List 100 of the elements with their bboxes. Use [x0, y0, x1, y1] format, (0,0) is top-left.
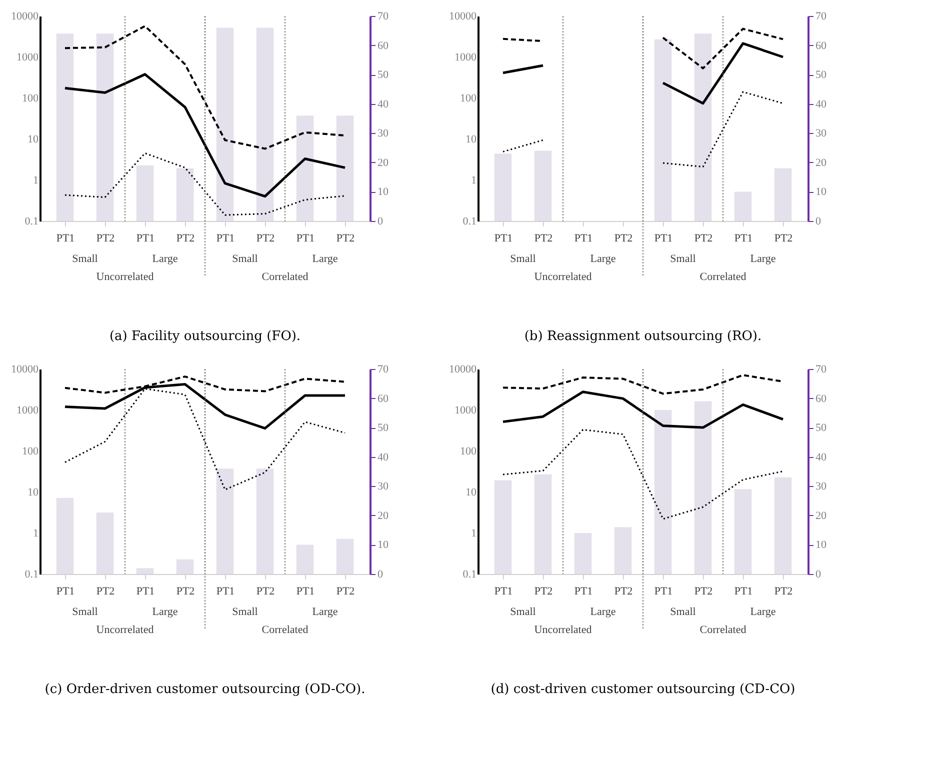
y-tick-label: 1: [33, 174, 38, 186]
x-tick-label: PT1: [494, 586, 513, 598]
y2-tick-label: 60: [378, 40, 389, 52]
text: Small: [232, 253, 258, 265]
text: Correlated: [262, 271, 309, 283]
y-tick-label: 10000: [11, 10, 39, 22]
line-series: [64, 73, 346, 198]
x-tick-label: PT2: [534, 232, 553, 244]
text: Small: [510, 606, 536, 618]
text: (b) Reassignment outsourcing (RO).: [524, 329, 762, 344]
text: Small: [232, 606, 258, 618]
y-tick-label: 1: [33, 528, 38, 540]
y-tick-label: 0.1: [24, 568, 38, 580]
y-tick-label: 1: [471, 528, 476, 540]
text: Small: [670, 253, 696, 265]
y2-tick-label: 50: [816, 69, 827, 82]
text: (d) cost-driven customer outsourcing (CD-CO): [490, 682, 796, 697]
y2-tick-label: 50: [378, 422, 389, 434]
x-tick-label: PT1: [56, 586, 75, 598]
text: Uncorrelated: [96, 624, 154, 636]
x-tick-label: PT2: [256, 586, 275, 598]
y2-tick-label: 0: [816, 216, 822, 228]
y2-tick-label: 10: [816, 539, 827, 552]
y-tick-label: 0.1: [24, 216, 38, 228]
y2-tick-label: 70: [816, 10, 827, 22]
text: Large: [750, 253, 776, 265]
y-tick-label: 10000: [11, 364, 39, 376]
x-tick-label: PT2: [256, 232, 275, 244]
y2-tick-label: 20: [816, 156, 827, 169]
x-tick-label: PT1: [574, 232, 593, 244]
x-tick-label: PT1: [574, 586, 593, 598]
y-tick-label: 0.1: [462, 216, 476, 228]
text: Large: [590, 606, 616, 618]
y2-tick-label: 20: [378, 156, 389, 169]
text: Small: [72, 253, 98, 265]
text: Correlated: [700, 624, 747, 636]
x-tick-label: PT2: [336, 232, 355, 244]
text: Large: [590, 253, 616, 265]
y-tick-label: 1000: [454, 404, 477, 416]
y2-tick-label: 60: [816, 40, 827, 52]
x-tick-label: PT2: [336, 586, 355, 598]
y2-tick-label: 0: [378, 216, 384, 228]
x-tick-label: PT2: [614, 232, 633, 244]
text: Large: [152, 606, 178, 618]
x-tick-label: PT1: [216, 586, 235, 598]
y-tick-label: 0.1: [462, 568, 476, 580]
y2-tick-label: 70: [816, 364, 827, 376]
y2-tick-label: 40: [378, 98, 389, 110]
x-tick-label: PT2: [176, 586, 195, 598]
y-tick-label: 10: [466, 134, 477, 146]
y2-tick-label: 40: [816, 451, 827, 464]
y-tick-label: 10: [28, 134, 39, 146]
y2-tick-label: 20: [816, 510, 827, 522]
y2-tick-label: 10: [378, 186, 389, 198]
y2-tick-label: 40: [816, 98, 827, 110]
text: (c) Order-driven customer outsourcing (OD-CO).: [44, 682, 366, 697]
x-tick-label: PT1: [296, 586, 315, 598]
y2-tick-label: 30: [378, 480, 389, 493]
y2-tick-label: 70: [378, 364, 389, 376]
x-tick-label: PT2: [614, 586, 633, 598]
line-series: [502, 390, 784, 429]
x-tick-label: PT2: [176, 232, 195, 244]
y2-tick-label: 10: [378, 539, 389, 552]
y-tick-label: 1000: [16, 404, 39, 416]
text: Correlated: [700, 271, 747, 283]
x-tick-label: PT2: [694, 586, 713, 598]
text: Small: [510, 253, 536, 265]
x-tick-label: PT1: [654, 586, 673, 598]
text: Large: [750, 606, 776, 618]
x-tick-label: PT1: [734, 232, 753, 244]
x-tick-label: PT1: [216, 232, 235, 244]
y-tick-label: 10: [466, 486, 477, 498]
x-tick-label: PT2: [694, 232, 713, 244]
y2-tick-label: 40: [378, 451, 389, 464]
y-tick-label: 100: [460, 92, 477, 104]
text: Large: [152, 253, 178, 265]
x-tick-label: PT1: [734, 586, 753, 598]
line-series: [64, 25, 346, 150]
x-tick-label: PT1: [296, 232, 315, 244]
text: (a) Facility outsourcing (FO).: [109, 329, 301, 344]
x-tick-label: PT1: [136, 232, 155, 244]
text: Large: [312, 606, 338, 618]
y-tick-label: 1: [471, 174, 476, 186]
y-tick-label: 100: [22, 92, 39, 104]
y2-tick-label: 0: [378, 568, 384, 580]
y2-tick-label: 50: [378, 69, 389, 82]
line-series: [502, 428, 784, 520]
x-tick-label: PT2: [534, 586, 553, 598]
y2-tick-label: 60: [816, 392, 827, 405]
y2-tick-label: 30: [378, 128, 389, 140]
y-tick-label: 10000: [449, 364, 477, 376]
text: Large: [312, 253, 338, 265]
y-tick-label: 1000: [16, 52, 39, 64]
x-tick-label: PT2: [774, 232, 793, 244]
text: Small: [670, 606, 696, 618]
x-tick-label: PT2: [774, 586, 793, 598]
x-tick-label: PT1: [494, 232, 513, 244]
text: Uncorrelated: [534, 624, 592, 636]
y2-tick-label: 30: [816, 480, 827, 493]
y2-tick-label: 0: [816, 568, 822, 580]
